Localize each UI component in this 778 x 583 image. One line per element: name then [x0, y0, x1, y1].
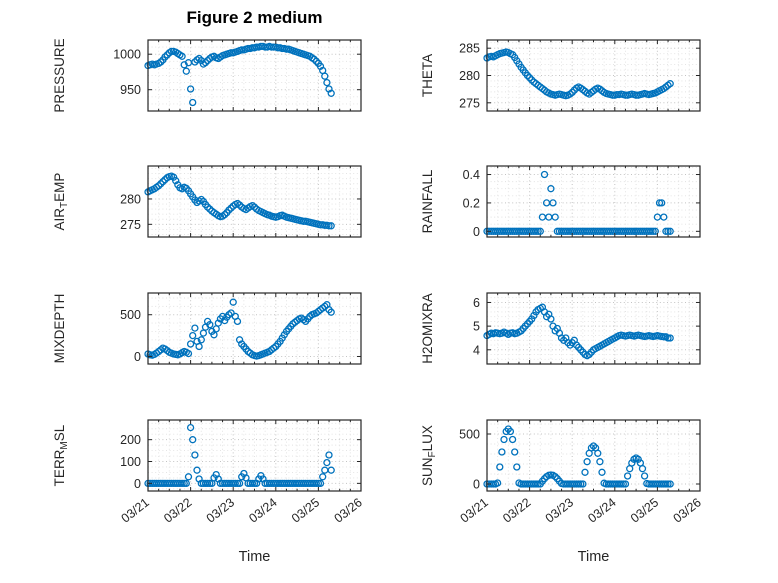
series-terr-msl — [144, 423, 335, 488]
tick-marks — [486, 420, 701, 491]
xtick-label: 03/21 — [119, 495, 152, 525]
series-rainfall — [483, 170, 674, 235]
subplot-sun-flux: 0 500 SUNFLUX 03/21 03/22 03/23 03/24 03/25 03/2… — [420, 419, 704, 526]
series-sun-flux — [483, 425, 674, 488]
ytick-label: 5 — [473, 320, 480, 334]
tick-marks — [147, 166, 362, 237]
ylabel-terr-msl: TERRMSL — [52, 424, 70, 486]
ytick-label: 0 — [473, 225, 480, 239]
ytick-label: 500 — [459, 428, 480, 442]
tick-marks — [486, 166, 701, 237]
xtick-label: 03/24 — [585, 495, 618, 525]
ytick-label: 275 — [459, 96, 480, 110]
series-theta — [483, 48, 674, 100]
tick-marks — [147, 420, 362, 491]
xtick-label: 03/25 — [289, 495, 322, 525]
grid — [487, 40, 700, 111]
xtick-label: 03/23 — [204, 495, 237, 525]
xtick-label: 03/26 — [332, 495, 365, 525]
xtick-label: 03/24 — [246, 495, 279, 525]
tick-marks — [147, 40, 362, 111]
ytick-label: 1000 — [113, 48, 141, 62]
xtick-label: 03/22 — [500, 495, 533, 525]
xtick-label: 03/25 — [628, 495, 661, 525]
axes-frame — [486, 39, 701, 112]
series-mixdepth — [144, 298, 335, 360]
ytick-label: 0 — [473, 478, 480, 492]
subplot-h2omixra: 4 5 6 H2OMIXRA — [420, 292, 701, 365]
xlabel-time-left: Time — [238, 549, 271, 565]
ylabel-h2omixra: H2OMIXRA — [420, 293, 435, 364]
ytick-label: 500 — [120, 308, 141, 322]
tick-marks — [486, 293, 701, 364]
tick-marks — [486, 40, 701, 111]
figure-title: Figure 2 medium — [186, 8, 323, 27]
subplot-rainfall: 0 0.2 0.4 RAINFALL — [420, 165, 701, 239]
ytick-label: 0.4 — [463, 168, 480, 182]
ytick-label: 0.2 — [463, 196, 480, 210]
ytick-label: 4 — [473, 343, 480, 357]
ylabel-theta: THETA — [420, 54, 435, 97]
series-pressure — [144, 42, 335, 107]
ylabel-rainfall: RAINFALL — [420, 169, 435, 233]
subplot-mixdepth: 0 500 MIXDEPTH — [52, 292, 362, 365]
ylabel-sun-flux: SUNFLUX — [420, 425, 438, 486]
grid — [487, 166, 700, 237]
ytick-label: 285 — [459, 42, 480, 56]
ytick-label: 0 — [134, 477, 141, 491]
ytick-label: 0 — [134, 350, 141, 364]
subplot-terr-msl: 0 100 200 TERRMSL 03/21 03/22 03/23 03/24 03/25 0… — [52, 419, 365, 526]
ylabel-mixdepth: MIXDEPTH — [52, 294, 67, 364]
xtick-label: 03/21 — [458, 495, 491, 525]
xtick-label: 03/23 — [543, 495, 576, 525]
ytick-label: 280 — [459, 69, 480, 83]
xtick-label: 03/26 — [671, 495, 704, 525]
ytick-label: 275 — [120, 218, 141, 232]
ytick-label: 200 — [120, 433, 141, 447]
ytick-label: 6 — [473, 296, 480, 310]
axes-frame — [486, 165, 701, 238]
ytick-label: 280 — [120, 192, 141, 206]
series-air-temp — [144, 172, 335, 230]
ylabel-air-temp: AIRTEMP — [52, 173, 70, 231]
subplot-pressure: 950 1000 PRESSURE — [52, 38, 362, 113]
tick-marks — [147, 293, 362, 364]
subplot-air-temp: 275 280 AIRTEMP — [52, 165, 362, 238]
ylabel-pressure: PRESSURE — [52, 38, 67, 112]
xlabel-time-right: Time — [577, 549, 610, 565]
ytick-label: 100 — [120, 455, 141, 469]
subplot-theta: 275 280 285 THETA — [420, 39, 701, 112]
xtick-label: 03/22 — [161, 495, 194, 525]
ytick-label: 950 — [120, 83, 141, 97]
